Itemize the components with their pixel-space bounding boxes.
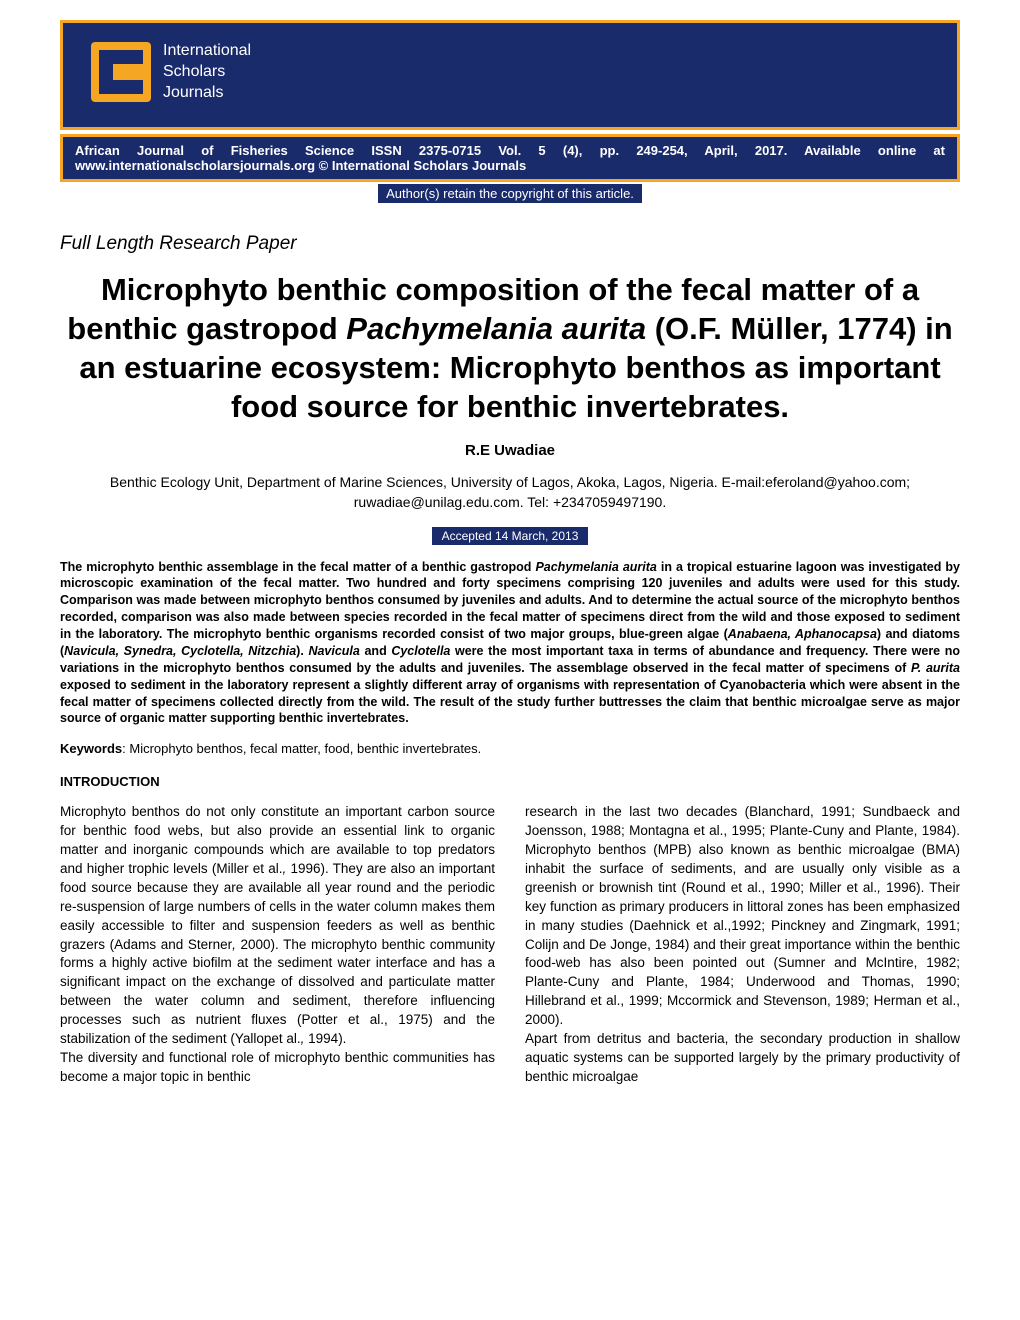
paper-title: Microphyto benthic composition of the fe… bbox=[60, 271, 960, 426]
logo-line2: Scholars bbox=[163, 62, 251, 83]
body-columns: Microphyto benthos do not only constitut… bbox=[60, 803, 960, 1086]
title-species: Pachymelania aurita bbox=[346, 311, 646, 346]
introduction-heading: INTRODUCTION bbox=[60, 774, 960, 789]
journal-citation-bar: African Journal of Fisheries Science ISS… bbox=[60, 134, 960, 182]
author-affiliation: Benthic Ecology Unit, Department of Mari… bbox=[60, 473, 960, 512]
logo-line3: Journals bbox=[163, 83, 251, 104]
logo-line1: International bbox=[163, 41, 251, 62]
copyright-notice: Author(s) retain the copyright of this a… bbox=[378, 184, 642, 203]
column-left: Microphyto benthos do not only constitut… bbox=[60, 803, 495, 1086]
accepted-wrap: Accepted 14 March, 2013 bbox=[60, 527, 960, 545]
logo-section: International Scholars Journals bbox=[71, 31, 949, 119]
column-right: research in the last two decades (Blanch… bbox=[525, 803, 960, 1086]
journal-header: International Scholars Journals bbox=[60, 20, 960, 130]
accepted-date: Accepted 14 March, 2013 bbox=[432, 527, 589, 545]
abstract-text: The microphyto benthic assemblage in the… bbox=[60, 559, 960, 728]
copyright-wrap: Author(s) retain the copyright of this a… bbox=[60, 184, 960, 203]
keywords-label: Keywords bbox=[60, 741, 122, 756]
keywords-text: : Microphyto benthos, fecal matter, food… bbox=[122, 741, 481, 756]
paper-type: Full Length Research Paper bbox=[60, 233, 960, 255]
publisher-logo-icon bbox=[91, 42, 151, 102]
publisher-name: International Scholars Journals bbox=[163, 41, 251, 103]
keywords: Keywords: Microphyto benthos, fecal matt… bbox=[60, 741, 960, 756]
author-name: R.E Uwadiae bbox=[60, 442, 960, 459]
